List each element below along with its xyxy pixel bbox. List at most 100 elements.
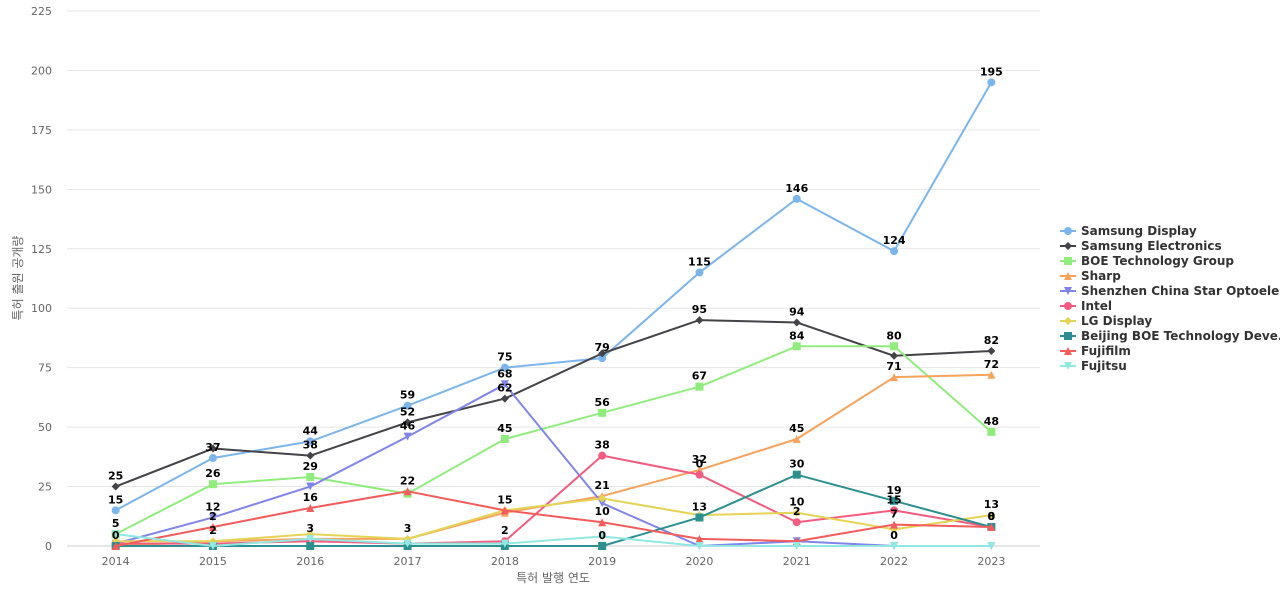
data-label: 8 bbox=[988, 510, 996, 523]
data-label: 15 bbox=[497, 493, 512, 506]
legend-label: Fujifilm bbox=[1081, 344, 1131, 358]
y-tick-label: 100 bbox=[31, 302, 52, 315]
data-point bbox=[987, 511, 996, 520]
data-point bbox=[890, 351, 899, 360]
legend-marker bbox=[1064, 242, 1072, 250]
data-label: 94 bbox=[789, 305, 805, 318]
x-tick-label: 2023 bbox=[977, 555, 1005, 568]
x-tick-label: 2015 bbox=[199, 555, 227, 568]
data-point bbox=[208, 454, 217, 463]
data-point bbox=[695, 268, 704, 277]
y-tick-label: 225 bbox=[31, 5, 52, 18]
data-label: 45 bbox=[497, 422, 512, 435]
data-label: 7 bbox=[890, 508, 898, 521]
data-label: 2 bbox=[209, 510, 217, 523]
legend-label: Samsung Electronics bbox=[1081, 239, 1222, 253]
data-label: 84 bbox=[789, 329, 805, 342]
legend-item: Intel bbox=[1060, 299, 1112, 313]
legend-marker bbox=[1064, 317, 1072, 325]
data-label: 32 bbox=[692, 453, 707, 466]
series-line bbox=[115, 319, 992, 488]
data-label: 26 bbox=[205, 467, 221, 480]
data-label: 13 bbox=[984, 498, 999, 511]
x-tick-label: 2021 bbox=[783, 555, 811, 568]
y-axis: 0 25 50 75 100 125 150 175 200 225 bbox=[31, 5, 52, 553]
data-point bbox=[403, 432, 412, 441]
data-label: 62 bbox=[497, 382, 512, 395]
data-point bbox=[987, 522, 996, 531]
series-line bbox=[115, 473, 992, 547]
data-point bbox=[890, 542, 899, 550]
data-point bbox=[598, 408, 607, 417]
data-point bbox=[111, 542, 120, 550]
legend-marker bbox=[1064, 287, 1072, 295]
data-point bbox=[500, 506, 509, 515]
data-label: 3 bbox=[404, 522, 412, 535]
data-point bbox=[695, 382, 704, 391]
data-point bbox=[306, 451, 315, 460]
x-tick-label: 2019 bbox=[588, 555, 616, 568]
legend-item: Fujitsu bbox=[1060, 359, 1127, 373]
data-point bbox=[598, 494, 607, 503]
data-label: 16 bbox=[303, 491, 319, 504]
series-0 bbox=[111, 78, 996, 515]
data-point bbox=[792, 518, 801, 527]
data-point bbox=[306, 542, 315, 550]
data-label: 0 bbox=[696, 458, 704, 471]
data-label: 19 bbox=[886, 484, 901, 497]
data-label: 44 bbox=[303, 424, 319, 437]
series-1 bbox=[111, 316, 996, 491]
data-point bbox=[987, 427, 996, 436]
data-point bbox=[598, 499, 607, 508]
series-line bbox=[115, 490, 992, 547]
data-point bbox=[500, 380, 509, 389]
data-point bbox=[987, 370, 996, 379]
data-point bbox=[598, 518, 607, 527]
series-line bbox=[115, 345, 993, 536]
y-tick-label: 200 bbox=[31, 64, 52, 77]
legend-item: Samsung Display bbox=[1060, 224, 1197, 238]
data-point bbox=[890, 520, 899, 529]
legend-label: Fujitsu bbox=[1081, 359, 1127, 373]
legend-item: Beijing BOE Technology Deve... bbox=[1060, 329, 1280, 343]
data-label: 48 bbox=[984, 415, 999, 428]
data-point bbox=[208, 480, 217, 489]
data-point bbox=[500, 539, 509, 548]
data-point bbox=[890, 373, 899, 382]
data-point bbox=[792, 435, 801, 443]
data-label: 95 bbox=[692, 303, 707, 316]
data-point bbox=[403, 401, 412, 410]
data-point bbox=[306, 473, 315, 482]
data-label: 75 bbox=[497, 351, 512, 364]
data-point bbox=[111, 506, 120, 515]
series-line bbox=[115, 81, 993, 512]
y-tick-label: 175 bbox=[31, 124, 52, 137]
data-point bbox=[695, 470, 704, 479]
legend-label: Intel bbox=[1081, 299, 1112, 313]
legend-item: Shenzhen China Star Optoele... bbox=[1060, 284, 1280, 298]
data-label: 10 bbox=[789, 496, 805, 509]
data-label: 22 bbox=[400, 474, 415, 487]
data-label: 195 bbox=[980, 65, 1003, 78]
data-point bbox=[987, 542, 996, 550]
legend-item: LG Display bbox=[1060, 314, 1152, 328]
data-point bbox=[306, 482, 315, 491]
x-axis-title: 특허 발행 연도 bbox=[516, 570, 590, 585]
data-label: 45 bbox=[789, 422, 804, 435]
x-tick-label: 2014 bbox=[102, 555, 130, 568]
legend-marker bbox=[1064, 362, 1072, 370]
legend-item: Sharp bbox=[1060, 269, 1121, 283]
data-label: 38 bbox=[303, 439, 318, 452]
data-point bbox=[598, 349, 607, 358]
data-point bbox=[208, 522, 217, 531]
data-point bbox=[598, 532, 607, 541]
data-label: 13 bbox=[692, 500, 707, 513]
x-tick-label: 2018 bbox=[491, 555, 519, 568]
data-point bbox=[598, 451, 607, 460]
legend-label: Samsung Display bbox=[1081, 224, 1197, 238]
data-label: 25 bbox=[108, 470, 123, 483]
data-label: 56 bbox=[594, 396, 610, 409]
legend-label: Shenzhen China Star Optoele... bbox=[1081, 284, 1280, 298]
